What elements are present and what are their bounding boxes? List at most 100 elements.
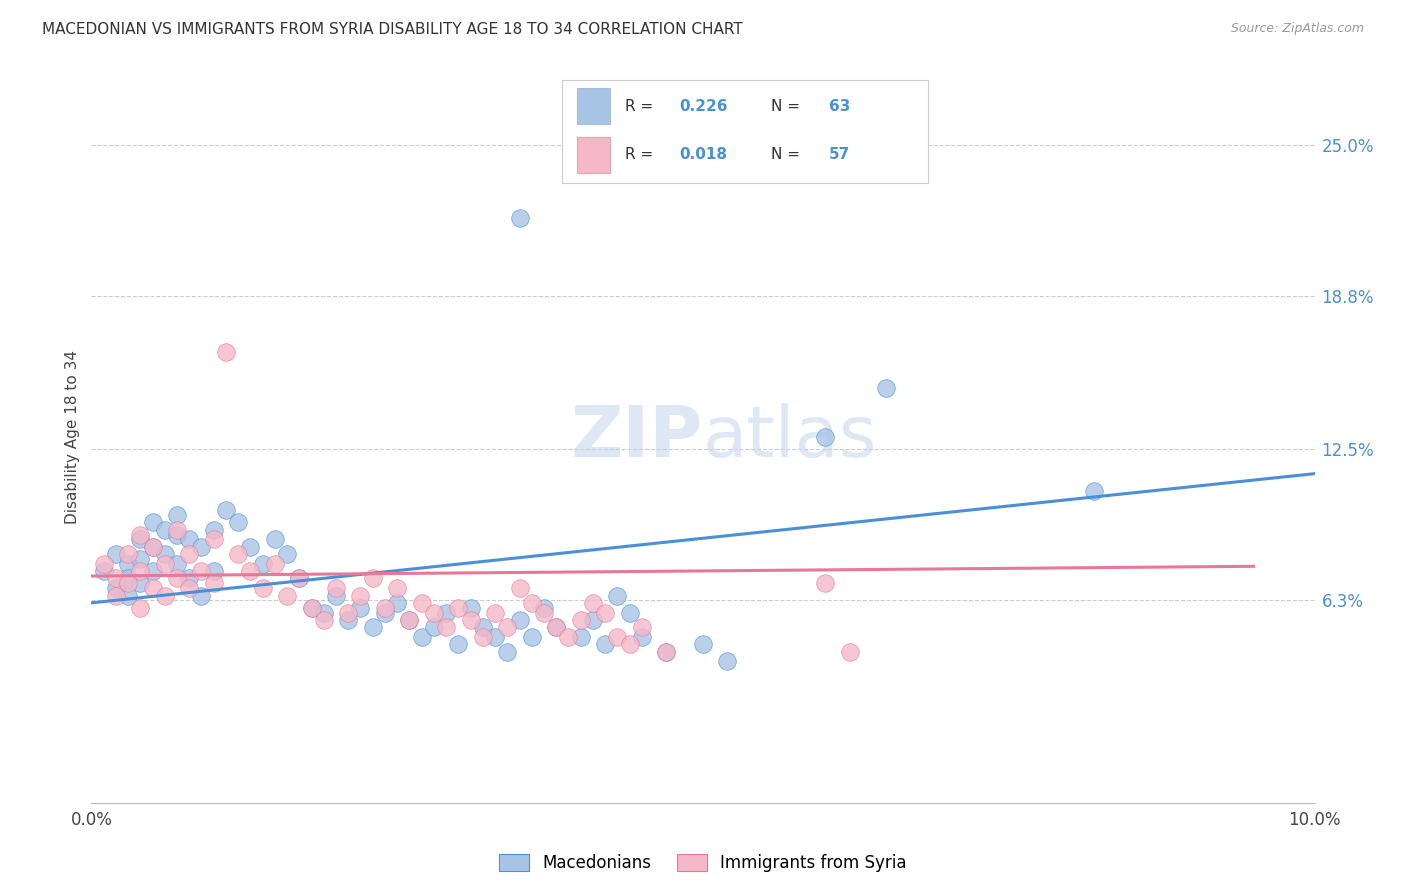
- Point: [312, 606, 335, 620]
- Point: [129, 576, 152, 591]
- Point: [471, 630, 494, 644]
- Point: [252, 557, 274, 571]
- Point: [411, 596, 433, 610]
- Point: [129, 527, 152, 541]
- Point: [484, 630, 506, 644]
- Point: [93, 564, 115, 578]
- Point: [129, 600, 152, 615]
- Point: [655, 645, 678, 659]
- Point: [179, 581, 201, 595]
- Point: [239, 564, 262, 578]
- Point: [141, 540, 163, 554]
- Point: [460, 613, 482, 627]
- Point: [239, 540, 262, 554]
- Point: [104, 572, 127, 586]
- Point: [264, 533, 287, 547]
- Point: [385, 596, 409, 610]
- Point: [337, 613, 360, 627]
- Point: [325, 581, 347, 595]
- Legend: Macedonians, Immigrants from Syria: Macedonians, Immigrants from Syria: [492, 847, 914, 879]
- Point: [447, 600, 470, 615]
- Point: [606, 630, 628, 644]
- Text: N =: N =: [770, 147, 804, 162]
- Point: [129, 564, 152, 578]
- Point: [325, 589, 347, 603]
- Point: [423, 606, 446, 620]
- Point: [153, 547, 176, 561]
- Point: [593, 637, 616, 651]
- Point: [631, 630, 654, 644]
- Point: [593, 606, 616, 620]
- Point: [190, 540, 212, 554]
- Point: [337, 606, 360, 620]
- Point: [509, 211, 531, 225]
- Point: [398, 613, 420, 627]
- Point: [190, 589, 212, 603]
- Point: [166, 557, 188, 571]
- Point: [692, 637, 714, 651]
- Point: [153, 589, 176, 603]
- Point: [117, 547, 139, 561]
- Point: [520, 596, 543, 610]
- Text: MACEDONIAN VS IMMIGRANTS FROM SYRIA DISABILITY AGE 18 TO 34 CORRELATION CHART: MACEDONIAN VS IMMIGRANTS FROM SYRIA DISA…: [42, 22, 742, 37]
- Point: [117, 557, 139, 571]
- Point: [533, 606, 555, 620]
- Text: 0.226: 0.226: [679, 99, 728, 114]
- Point: [411, 630, 433, 644]
- Point: [546, 620, 568, 634]
- Point: [104, 589, 127, 603]
- Point: [117, 576, 139, 591]
- Point: [606, 589, 628, 603]
- Point: [117, 572, 139, 586]
- Point: [288, 572, 311, 586]
- Point: [252, 581, 274, 595]
- Point: [104, 547, 127, 561]
- Point: [509, 581, 531, 595]
- Point: [190, 564, 212, 578]
- Point: [361, 620, 384, 634]
- Point: [117, 589, 139, 603]
- Point: [361, 572, 384, 586]
- Point: [166, 527, 188, 541]
- Point: [104, 581, 127, 595]
- Point: [288, 572, 311, 586]
- Point: [520, 630, 543, 644]
- Point: [814, 576, 837, 591]
- Point: [398, 613, 420, 627]
- Point: [179, 572, 201, 586]
- Text: 57: 57: [830, 147, 851, 162]
- Point: [349, 589, 371, 603]
- Point: [1083, 483, 1105, 498]
- Point: [226, 547, 249, 561]
- Point: [166, 572, 188, 586]
- Point: [153, 523, 176, 537]
- Point: [312, 613, 335, 627]
- Point: [655, 645, 678, 659]
- Bar: [576, 88, 610, 124]
- Point: [385, 581, 409, 595]
- Point: [434, 620, 457, 634]
- Point: [447, 637, 470, 651]
- Point: [509, 613, 531, 627]
- Point: [129, 552, 152, 566]
- Point: [423, 620, 446, 634]
- Bar: [576, 136, 610, 173]
- Text: 63: 63: [830, 99, 851, 114]
- Point: [202, 564, 225, 578]
- Point: [374, 600, 396, 615]
- Text: N =: N =: [770, 99, 804, 114]
- Point: [166, 523, 188, 537]
- Point: [471, 620, 494, 634]
- Point: [569, 630, 592, 644]
- Point: [179, 547, 201, 561]
- Point: [301, 600, 323, 615]
- Point: [264, 557, 287, 571]
- Text: R =: R =: [624, 99, 658, 114]
- Point: [838, 645, 860, 659]
- Point: [141, 540, 163, 554]
- Point: [166, 508, 188, 522]
- Point: [93, 557, 115, 571]
- Point: [153, 557, 176, 571]
- Point: [202, 523, 225, 537]
- Point: [202, 533, 225, 547]
